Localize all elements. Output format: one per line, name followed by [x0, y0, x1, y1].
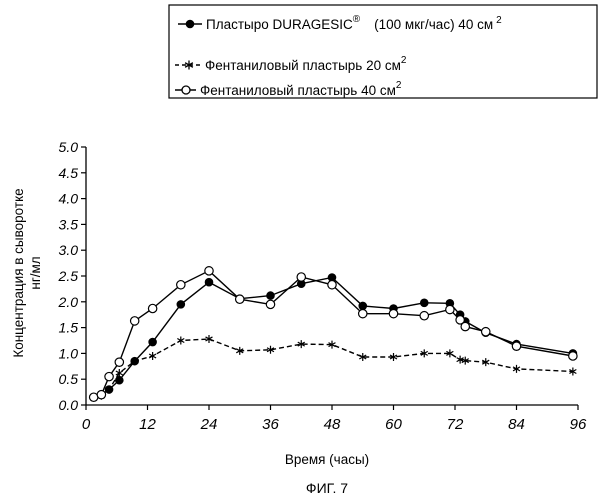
y-axis-title-line-2: нг/мл: [28, 256, 43, 289]
legend-marker-series-3: [182, 86, 190, 94]
legend-name-series-2: Фентаниловый пластырь 20 см: [205, 58, 401, 73]
legend-registered-mark: ®: [353, 14, 361, 25]
series-3-point-5: [148, 304, 156, 312]
x-tick-label-6: 72: [447, 416, 464, 433]
series-layer: [89, 267, 577, 402]
series-3-point-3: [115, 358, 123, 366]
legend-name-series-3: Фентаниловый пластырь 40 см: [200, 83, 396, 98]
series-3-point-13: [389, 309, 397, 317]
series-1-point-6: [177, 301, 185, 309]
x-tick-label-1: 12: [139, 416, 156, 433]
series-3-point-14: [420, 312, 428, 320]
legend-name-series-1: Пластыро DURAGESIC: [206, 17, 353, 32]
series-3-line: [94, 271, 573, 398]
y-tick-label-7: 3.5: [59, 216, 79, 232]
series-3-point-18: [482, 328, 490, 336]
y-tick-label-5: 2.5: [58, 268, 79, 284]
series-1-point-7: [205, 278, 213, 286]
series-3-point-11: [328, 281, 336, 289]
y-tick-label-4: 2.0: [58, 294, 79, 310]
y-tick-label-1: 0.5: [59, 371, 79, 387]
legend-unit-sup-series-2: 2: [401, 55, 407, 66]
series-3-point-9: [266, 300, 274, 308]
series-1-point-12: [359, 302, 367, 310]
axes: 0.0 0.5 1.0 1.5 2.0 2.5 3.0 3.5 4.0 4.5 5.0 0 12 24 36…: [58, 139, 587, 433]
series-3-point-2: [105, 372, 113, 380]
x-tick-label-8: 96: [570, 416, 587, 433]
y-tick-label-6: 3.0: [59, 242, 79, 258]
series-2-line: [94, 339, 573, 397]
series-3-point-10: [297, 273, 305, 281]
series-2-point-7: [206, 335, 213, 343]
series-1-line: [94, 278, 573, 398]
series-3-point-17: [461, 322, 469, 330]
series-1-point-5: [149, 338, 157, 346]
series-3-point-1: [97, 390, 105, 398]
x-tick-label-7: 84: [508, 416, 525, 433]
legend-label-series-3: Фентаниловый пластырь 40 см2: [200, 80, 402, 98]
series-3-point-4: [130, 317, 138, 325]
x-tick-label-0: 0: [82, 416, 91, 433]
y-axis-title-line-1: Концентрация в сыворотке: [11, 188, 26, 357]
series-3-point-7: [205, 267, 213, 275]
series-1-point-14: [420, 299, 428, 307]
x-tick-label-3: 36: [262, 416, 279, 433]
x-tick-label-4: 48: [324, 416, 341, 433]
y-tick-label-9: 4.5: [59, 165, 79, 181]
legend-unit-sup-series-3: 2: [396, 80, 402, 91]
figure-caption: ФИГ. 7: [306, 480, 348, 496]
series-3-point-12: [359, 309, 367, 317]
series-1-point-9: [267, 292, 275, 300]
series-3-point-15: [446, 305, 454, 313]
x-tick-label-5: 60: [385, 416, 402, 433]
y-tick-label-8: 4.0: [59, 191, 79, 207]
legend-suffix-series-1: (100 мкг/час) 40 см: [374, 17, 493, 32]
legend: Пластыро DURAGESIC®(100 мкг/час) 40 см2 …: [169, 5, 597, 98]
legend-marker-series-1: [186, 20, 194, 28]
series-3-point-20: [569, 352, 577, 360]
x-axis-title: Время (часы): [285, 452, 369, 467]
legend-unit-sup-series-1: 2: [496, 15, 502, 26]
series-3-point-19: [512, 342, 520, 350]
series-2-point-6: [177, 337, 184, 345]
y-tick-label-2: 1.0: [59, 345, 79, 361]
y-tick-label-10: 5.0: [59, 139, 79, 155]
y-tick-label-3: 1.5: [59, 320, 79, 336]
legend-label-series-2: Фентаниловый пластырь 20 см2: [205, 55, 407, 73]
x-tick-label-2: 24: [200, 416, 218, 433]
series-3-point-6: [177, 281, 185, 289]
series-3-point-8: [236, 295, 244, 303]
series-1-point-3: [116, 376, 124, 384]
y-tick-label-0: 0.0: [59, 397, 79, 413]
